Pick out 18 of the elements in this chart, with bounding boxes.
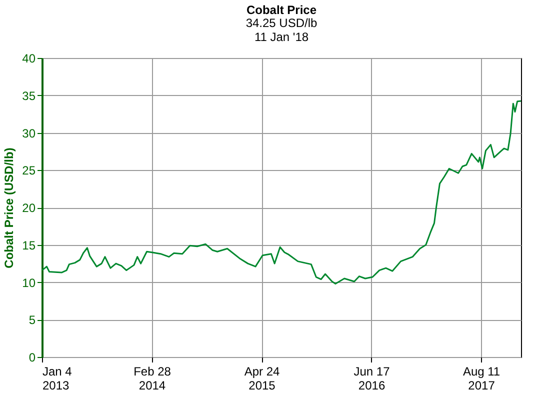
y-tick-label: 0 [28, 350, 36, 364]
x-tick-label: Apr 24 2015 [244, 364, 280, 392]
x-tick-label: Jan 4 2013 [42, 364, 72, 392]
y-tick-label: 25 [22, 164, 36, 178]
y-tick-label: 15 [22, 238, 36, 252]
y-tick-label: 35 [22, 88, 36, 103]
x-tick-label: Feb 28 2014 [134, 364, 172, 392]
y-tick-label: 30 [22, 126, 36, 140]
y-tick-label: 5 [28, 313, 36, 328]
y-tick-label: 10 [22, 276, 36, 290]
x-tick-label: Aug 11 2017 [462, 364, 500, 392]
y-axis-title: Cobalt Price (USD/lb) [2, 148, 16, 268]
chart-title: Cobalt Price [246, 3, 317, 17]
line-series [41, 100, 522, 284]
y-tick-label: 40 [22, 52, 36, 66]
y-tick-label: 20 [22, 201, 36, 215]
chart-subtitle: 34.25 USD/lb 11 Jan '18 [246, 16, 318, 44]
x-tick-label: Jun 17 2016 [354, 364, 390, 392]
